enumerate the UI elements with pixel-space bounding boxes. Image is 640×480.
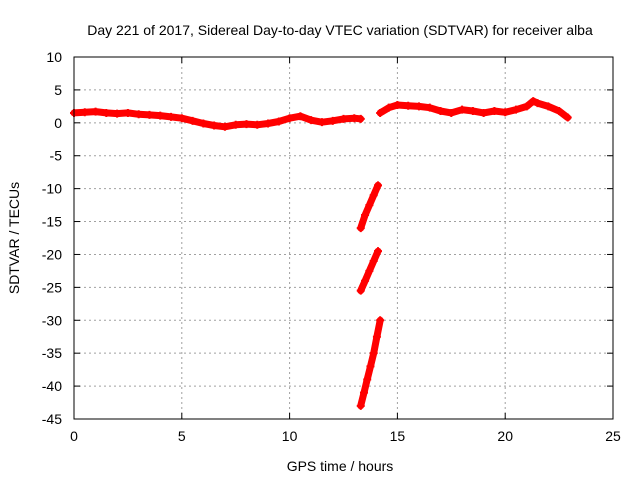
data-point <box>369 349 378 358</box>
data-point <box>356 114 365 123</box>
data-point <box>479 108 488 117</box>
data-point <box>361 276 370 285</box>
data-point <box>458 105 467 114</box>
data-point <box>555 106 564 115</box>
data-point <box>339 114 348 123</box>
y-tick-label: 5 <box>54 82 62 98</box>
chart-title: Day 221 of 2017, Sidereal Day-to-day VTE… <box>87 22 593 38</box>
data-point <box>373 181 382 190</box>
data-point <box>414 102 423 111</box>
y-tick-label: 0 <box>54 115 62 131</box>
data-point <box>356 224 365 233</box>
x-tick-label: 0 <box>70 428 78 444</box>
data-point <box>91 107 100 116</box>
plot-frame <box>73 56 614 420</box>
y-tick-label: -15 <box>42 214 62 230</box>
data-point <box>529 97 538 106</box>
data-point <box>123 108 132 117</box>
x-tick-label: 15 <box>390 428 406 444</box>
data-point <box>501 108 510 117</box>
y-tick-label: -30 <box>42 312 62 328</box>
data-point <box>156 111 165 120</box>
x-tick-label: 10 <box>282 428 298 444</box>
data-point <box>264 119 273 128</box>
data-point <box>102 108 111 117</box>
data-point <box>373 247 382 256</box>
data-point <box>468 106 477 115</box>
data-point <box>361 210 370 219</box>
data-point <box>563 113 572 122</box>
data-point <box>447 108 456 117</box>
y-tick-label: -40 <box>42 378 62 394</box>
series-line <box>70 108 365 131</box>
series-outlier-segment-3 <box>356 316 385 410</box>
data-point <box>113 109 122 118</box>
data-point <box>359 388 368 397</box>
data-point <box>253 120 262 129</box>
data-point <box>436 106 445 115</box>
data-point <box>145 110 154 119</box>
x-tick-label: 5 <box>178 428 186 444</box>
data-point <box>511 105 520 114</box>
x-axis-label: GPS time / hours <box>287 458 394 474</box>
data-point <box>365 201 374 210</box>
series-outlier-segment-1 <box>356 181 382 233</box>
data-point <box>199 119 208 128</box>
y-tick-label: 10 <box>46 49 62 65</box>
data-point <box>544 102 553 111</box>
data-point <box>317 118 326 127</box>
data-point <box>134 110 143 119</box>
x-tick-label: 25 <box>605 428 621 444</box>
data-point <box>188 116 197 125</box>
data-point <box>376 108 385 117</box>
data-point <box>80 108 89 117</box>
data-point <box>296 112 305 121</box>
data-point <box>365 266 374 275</box>
tick-labels: 0 5 10 15 20 25 10 5 0 -5 -10 -15 -20 -25 -30 -35 -40 -45 <box>42 49 621 444</box>
series-main-trace-2 <box>376 97 572 122</box>
series-outlier-segment-2 <box>356 247 382 295</box>
data-point <box>231 120 240 129</box>
data-point <box>384 103 393 112</box>
data-point <box>490 106 499 115</box>
data-marks <box>70 97 572 410</box>
data-point <box>363 375 372 384</box>
data-point <box>393 101 402 110</box>
ticks <box>73 56 614 420</box>
y-tick-label: -5 <box>50 148 63 164</box>
data-point <box>369 257 378 266</box>
y-tick-label: -45 <box>42 411 62 427</box>
y-axis-label: SDTVAR / TECUs <box>6 182 22 294</box>
data-point <box>220 122 229 131</box>
data-point <box>369 191 378 200</box>
y-tick-label: -35 <box>42 345 62 361</box>
data-point <box>274 117 283 126</box>
grid <box>73 56 614 420</box>
data-point <box>210 121 219 130</box>
data-point <box>356 401 365 410</box>
data-point <box>366 362 375 371</box>
data-point <box>425 103 434 112</box>
data-point <box>376 316 385 325</box>
data-point <box>167 112 176 121</box>
x-tick-label: 20 <box>497 428 513 444</box>
series-main-trace-1 <box>70 107 365 131</box>
data-point <box>285 114 294 123</box>
data-point <box>372 332 381 341</box>
y-tick-label: -10 <box>42 181 62 197</box>
data-point <box>404 101 413 110</box>
data-point <box>242 120 251 129</box>
data-point <box>307 116 316 125</box>
data-point <box>533 99 542 108</box>
data-point <box>328 116 337 125</box>
y-tick-label: -20 <box>42 246 62 262</box>
data-point <box>522 102 531 111</box>
y-tick-label: -25 <box>42 279 62 295</box>
data-point <box>177 114 186 123</box>
data-point <box>356 286 365 295</box>
